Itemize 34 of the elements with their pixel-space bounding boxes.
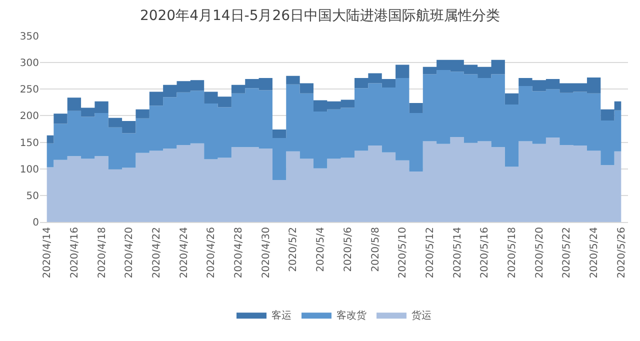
x-tick-label: 2020/5/12	[424, 227, 436, 278]
x-tick-label: 2020/4/24	[178, 227, 190, 278]
x-tick-label: 2020/4/28	[234, 227, 245, 278]
x-tick-label: 2020/5/20	[534, 227, 546, 278]
x-tick-label: 2020/4/14	[42, 227, 54, 278]
x-tick-label: 2020/4/30	[260, 227, 272, 278]
x-tick-label: 2020/5/6	[342, 227, 354, 272]
x-tick-label: 2020/5/24	[589, 227, 600, 278]
y-tick-label: 200	[20, 111, 39, 122]
x-tick-label: 2020/5/16	[480, 227, 491, 278]
x-tick-label: 2020/5/10	[398, 227, 409, 278]
x-tick-label: 2020/5/4	[316, 227, 327, 272]
y-tick-label: 350	[20, 32, 39, 42]
chart-title: 2020年4月14日-5月26日中国大陆进港国际航班属性分类	[140, 8, 500, 24]
x-tick-label: 2020/5/26	[616, 227, 628, 278]
x-tick-label: 2020/5/8	[370, 227, 382, 272]
x-tick-label: 2020/4/20	[124, 227, 136, 278]
x-tick-label: 2020/4/26	[206, 227, 218, 278]
x-tick-label: 2020/5/22	[562, 227, 573, 278]
y-tick-label: 0	[32, 218, 39, 228]
y-tick-label: 250	[20, 84, 39, 96]
x-tick-label: 2020/5/2	[288, 227, 300, 272]
x-tick-label: 2020/4/16	[69, 227, 80, 278]
legend-label: 货运	[412, 310, 432, 322]
x-tick-label: 2020/5/18	[507, 227, 518, 278]
legend-label: 客改货	[336, 310, 366, 322]
y-tick-label: 150	[20, 138, 39, 149]
y-tick-label: 300	[20, 58, 39, 70]
x-tick-label: 2020/4/22	[151, 227, 162, 278]
x-tick-label: 2020/5/14	[452, 227, 464, 278]
y-tick-label: 50	[26, 190, 39, 202]
legend-label: 客运	[272, 310, 292, 322]
y-tick-label: 100	[20, 164, 39, 176]
x-tick-label: 2020/4/18	[96, 227, 108, 278]
